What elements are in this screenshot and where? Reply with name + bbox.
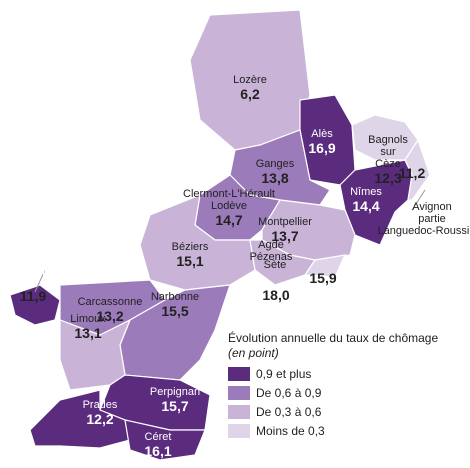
name-line: Languedoc-Roussillon [378, 225, 470, 237]
legend-label: De 0,6 à 0,9 [256, 386, 322, 400]
region-value: 15,5 [161, 303, 188, 319]
name-line: Toulouse [26, 243, 70, 255]
name-line: Pézenas [250, 251, 293, 263]
region-name: Sète [264, 259, 287, 271]
region-value: 11,2 [399, 165, 426, 181]
region [9, 284, 61, 326]
region-value: 11,9 [20, 288, 47, 304]
region-value: 12,3 [374, 170, 401, 186]
legend-swatch [228, 386, 250, 400]
region-name: Ganges [256, 158, 295, 170]
region-value: 16,9 [308, 140, 335, 156]
name-line: Languedoc-Roussillon [0, 267, 102, 279]
region-value: 15,7 [161, 398, 188, 414]
region-name: Carcassonne [78, 296, 143, 308]
region-name: Perpignan [150, 386, 200, 398]
name-line: Clermont-L'Hérault [183, 188, 275, 200]
region-value: 13,1 [74, 325, 101, 341]
legend-subtitle: (en point) [228, 346, 279, 360]
region-name: Agde Pézenas [250, 239, 293, 263]
region-value: 18,0 [262, 287, 289, 303]
region-name: Limoux [70, 313, 106, 325]
legend-swatch [228, 424, 250, 438]
region-name: Narbonne [151, 291, 199, 303]
leader [34, 269, 46, 293]
region-value: 16,1 [144, 443, 171, 459]
name-line: Bagnols [368, 134, 408, 146]
region-value: 14,4 [352, 198, 379, 214]
legend-swatch [228, 405, 250, 419]
region-name: Nîmes [350, 186, 382, 198]
region-name: Alès [311, 128, 333, 140]
region-name: Montpellier [258, 216, 312, 228]
legend-label: Moins de 0,3 [256, 424, 325, 438]
legend-swatch [228, 367, 250, 381]
name-line: Cèze [375, 158, 401, 170]
leader [411, 189, 426, 211]
region-name: Céret [145, 431, 172, 443]
region-value: 12,2 [86, 411, 113, 427]
region-name: Lozère [233, 74, 267, 86]
region-value: 15,1 [176, 253, 203, 269]
name-line: partie [418, 213, 446, 225]
region-name: Prades [83, 399, 118, 411]
region-value: 14,7 [215, 212, 242, 228]
region [124, 419, 206, 461]
name-line: Agde [258, 239, 284, 251]
legend-label: De 0,3 à 0,6 [256, 405, 322, 419]
region-value: 15,9 [309, 270, 336, 286]
region-value: 13,2 [96, 308, 123, 324]
regions [9, 9, 431, 461]
region-value: 6,2 [240, 86, 260, 102]
name-line: sur [380, 146, 396, 158]
name-line: Lodève [211, 200, 247, 212]
name-line: partie [34, 255, 62, 267]
region [404, 138, 431, 201]
region-name: Toulouse partie Languedoc-Roussillon [0, 243, 102, 279]
region-name: Béziers [172, 241, 209, 253]
region [303, 254, 347, 278]
region-name: Clermont-L'Hérault Lodève [183, 188, 275, 212]
name-line: Avignon [412, 201, 452, 213]
region-name: Bagnols sur Cèze [368, 134, 408, 170]
region-value: 13,7 [271, 228, 298, 244]
legend-title: Évolution annuelle du taux de chômage [228, 330, 438, 345]
region-value: 13,8 [261, 170, 288, 186]
legend-label: 0,9 et plus [256, 367, 311, 381]
